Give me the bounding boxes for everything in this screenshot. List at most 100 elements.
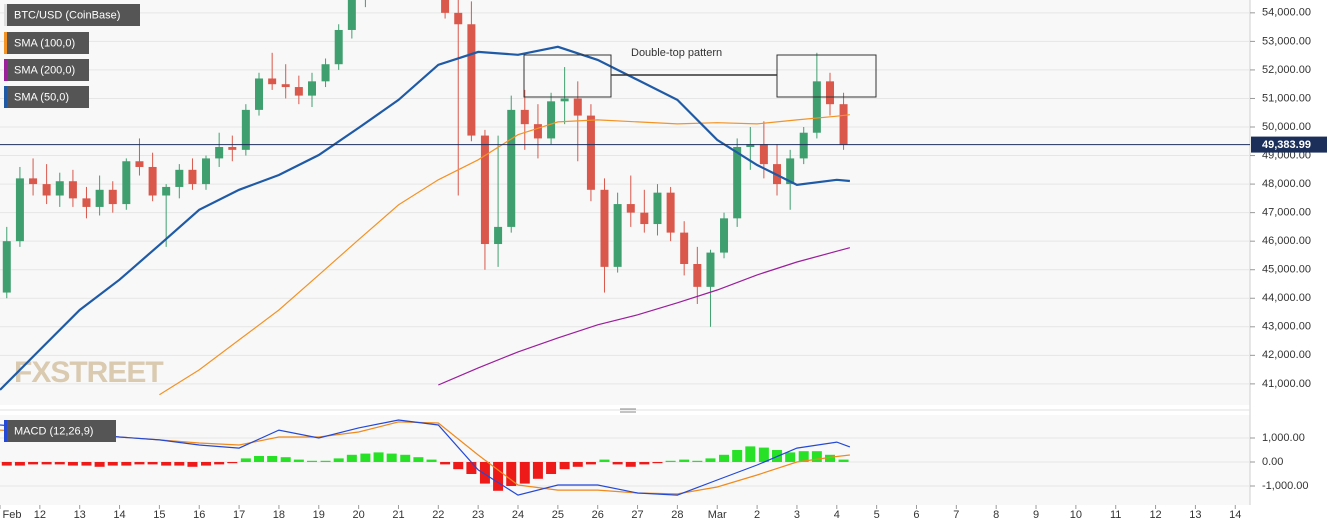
- histogram-bar: [599, 459, 610, 462]
- x-tick-label: 16: [193, 509, 205, 521]
- candle-body: [255, 78, 264, 110]
- histogram-bar: [373, 452, 384, 462]
- histogram-bar: [785, 452, 796, 462]
- legend-title: BTC/USD (CoinBase): [14, 9, 120, 21]
- y-tick-label: -1,000.00: [1262, 480, 1308, 492]
- histogram-bar: [41, 461, 52, 465]
- histogram-bar: [426, 459, 437, 462]
- candle-body: [533, 124, 542, 139]
- histogram-bar: [625, 461, 636, 467]
- candle-body: [759, 144, 768, 165]
- histogram-bar: [134, 461, 145, 465]
- y-tick-label: 53,000.00: [1262, 35, 1311, 47]
- y-tick-label: 42,000.00: [1262, 349, 1311, 361]
- candle-body: [321, 64, 330, 82]
- histogram-bar: [161, 461, 172, 466]
- histogram-bar: [187, 461, 198, 467]
- pattern-annotation: [523, 54, 877, 98]
- x-tick-label: 14: [1229, 509, 1241, 521]
- histogram-bar: [54, 461, 65, 465]
- histogram-bar: [838, 459, 849, 462]
- histogram-bar: [453, 461, 464, 470]
- legend: BTC/USD (CoinBase): [4, 4, 140, 26]
- candle-body: [228, 146, 237, 150]
- candle-body: [202, 158, 211, 185]
- candle-body: [746, 144, 755, 147]
- x-tick-label: 18: [273, 509, 285, 521]
- candle-body: [108, 189, 117, 205]
- histogram-bar: [1, 461, 12, 466]
- macd-plot: [0, 419, 851, 496]
- grid: [0, 12, 1250, 385]
- legend-swatch: [4, 59, 7, 81]
- candle-body: [560, 98, 569, 102]
- candle-body: [706, 252, 715, 287]
- legend-box[interactable]: [4, 32, 89, 54]
- candle-body: [294, 87, 303, 96]
- histogram-bar: [174, 461, 185, 466]
- candle-body: [95, 189, 104, 207]
- histogram-bar: [639, 461, 650, 465]
- x-tick-label: 27: [631, 509, 643, 521]
- x-tick-label: 17: [233, 509, 245, 521]
- candle-body: [441, 0, 450, 13]
- histogram-bar: [479, 461, 490, 484]
- histogram-bar: [67, 461, 78, 466]
- candle-body: [454, 12, 463, 25]
- x-tick-label: 23: [472, 509, 484, 521]
- legend-title: MACD (12,26,9): [14, 425, 93, 437]
- y-tick-label: 52,000.00: [1262, 64, 1311, 76]
- legend-swatch: [4, 4, 7, 26]
- candle-body: [241, 109, 250, 150]
- price-plot: [0, 0, 851, 396]
- macd-line: [0, 419, 851, 496]
- histogram-bar: [400, 454, 411, 462]
- legend-label: SMA (50,0): [14, 91, 69, 103]
- candle-body: [693, 264, 702, 287]
- candle-body: [626, 204, 635, 213]
- candle-body: [812, 81, 821, 133]
- candle-body: [680, 232, 689, 265]
- x-tick-label: 9: [1033, 509, 1039, 521]
- candle-body: [42, 184, 51, 196]
- x-tick-label: 20: [352, 509, 364, 521]
- histogram-bar: [546, 461, 557, 474]
- candle-body: [268, 78, 277, 85]
- candle-body: [786, 158, 795, 185]
- y-tick-label: 44,000.00: [1262, 292, 1311, 304]
- histogram-bar: [254, 455, 265, 462]
- legend-box[interactable]: [4, 4, 140, 26]
- price-panel: [0, 0, 1250, 405]
- x-tick-label: 6: [913, 509, 919, 521]
- legend-box[interactable]: [4, 420, 116, 442]
- candle-body: [347, 0, 356, 30]
- x-tick-label: Mar: [708, 509, 727, 521]
- legend-box[interactable]: [4, 86, 89, 108]
- candle-body: [839, 104, 848, 145]
- legend-label: SMA (200,0): [14, 64, 75, 76]
- histogram-bar: [665, 460, 676, 462]
- candle-body: [586, 115, 595, 190]
- legend: SMA (100,0) SMA (200,0) SMA (50,0): [4, 32, 89, 108]
- histogram-bar: [214, 461, 225, 465]
- legend-label: SMA (100,0): [14, 37, 75, 49]
- sma-line: [438, 247, 851, 386]
- x-tick-label: 24: [512, 509, 524, 521]
- candle-body: [480, 135, 489, 245]
- legend-box[interactable]: [4, 59, 89, 81]
- histogram-bar: [825, 454, 836, 462]
- annotation: Double-top pattern: [631, 47, 722, 59]
- x-tick-label: 11: [1110, 509, 1121, 521]
- divider-handle[interactable]: [620, 408, 636, 413]
- x-tick-label: 12: [1149, 509, 1161, 521]
- x-tick-label: 10: [1070, 509, 1082, 521]
- candle-body: [175, 169, 184, 187]
- histogram-bar: [745, 446, 756, 462]
- histogram-bar: [107, 461, 118, 466]
- histogram-bar: [413, 457, 424, 462]
- x-tick-label: 13: [74, 509, 86, 521]
- axes: 54,000.0053,000.0052,000.0051,000.0050,0…: [0, 7, 1327, 521]
- y-tick-label: 47,000.00: [1262, 207, 1311, 219]
- candle-body: [653, 192, 662, 225]
